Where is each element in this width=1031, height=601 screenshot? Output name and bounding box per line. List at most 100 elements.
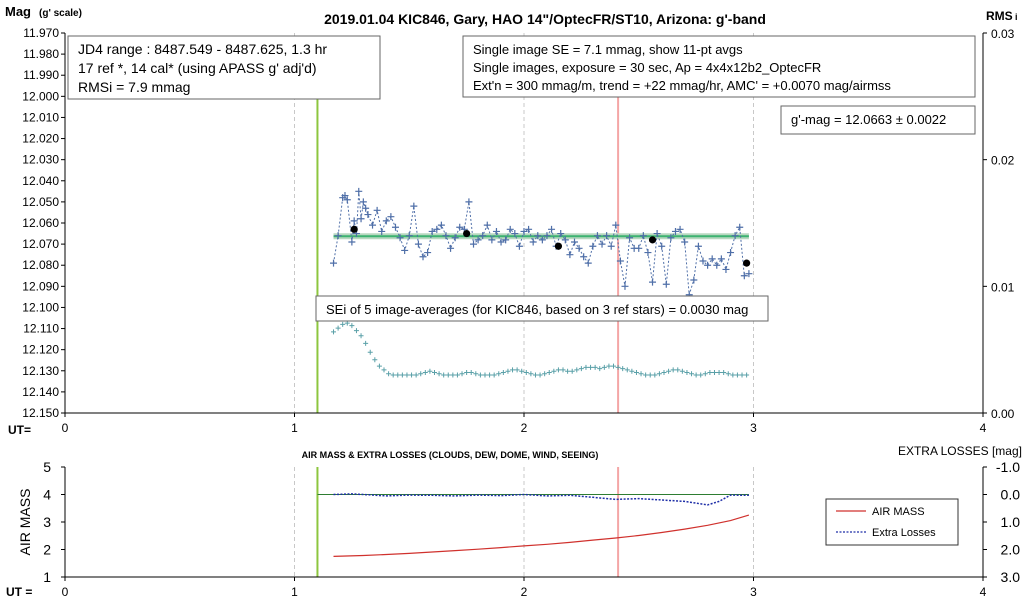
average-point <box>743 259 751 267</box>
rmsi-point <box>505 368 511 374</box>
rmsi-point <box>409 372 415 378</box>
bottom-y2-tick-label: 0.0 <box>1001 487 1021 503</box>
single-image-point <box>644 249 652 257</box>
rmsi-point <box>652 372 658 378</box>
rmsi-point <box>679 368 685 374</box>
single-image-point <box>447 244 455 252</box>
single-image-point <box>529 238 537 246</box>
single-image-point <box>520 227 528 235</box>
top-y-tick-label: 12.150 <box>22 406 59 420</box>
single-image-point <box>350 217 358 225</box>
single-image-point <box>492 227 500 235</box>
single-image-point <box>343 196 351 204</box>
top-y-tick-label: 12.020 <box>22 132 59 146</box>
rmsi-point <box>643 372 649 378</box>
single-image-series-line <box>333 191 750 295</box>
info-box-right-line: Single images, exposure = 30 sec, Ap = 4… <box>473 60 821 75</box>
single-image-point <box>534 232 542 240</box>
rmsi-point <box>395 372 401 378</box>
single-image-point <box>653 230 661 238</box>
single-image-point <box>635 244 643 252</box>
single-image-point <box>511 230 519 238</box>
top-y-tick-label: 12.140 <box>22 385 59 399</box>
rmsi-point <box>441 372 447 378</box>
single-image-point <box>497 238 505 246</box>
rmsi-point <box>633 369 639 375</box>
bottom-x-tick-label: 4 <box>980 585 987 599</box>
rmsi-point <box>698 372 704 378</box>
sei-box: SEi of 5 image-averages (for KIC846, bas… <box>315 295 769 322</box>
top-y-tick-label: 12.080 <box>22 258 59 272</box>
rmsi-point <box>583 364 589 370</box>
single-image-point <box>382 217 390 225</box>
rmsi-point <box>381 367 387 373</box>
bottom-x-tick-label: 3 <box>750 585 757 599</box>
rmsi-point <box>404 372 410 378</box>
rmsi-point <box>624 367 630 373</box>
rmsi-point <box>730 372 736 378</box>
rmsi-point <box>684 369 690 375</box>
rmsi-point <box>372 357 378 363</box>
single-image-point <box>699 257 707 265</box>
rmsi-point <box>560 367 566 373</box>
rmsi-point <box>597 366 603 372</box>
annotation-layer: JD4 range : 8487.549 - 8487.625, 1.3 hr 1… <box>67 35 976 546</box>
rmsi-point <box>606 363 612 369</box>
average-point <box>554 242 563 250</box>
single-image-point <box>713 261 721 269</box>
single-image-point <box>433 225 441 233</box>
rmsi-point <box>482 372 488 378</box>
rmsi-point <box>638 371 644 377</box>
bottom-y2-tick-label: 1.0 <box>1001 514 1021 530</box>
bottom-y-axis-label: AIR MASS <box>17 489 33 556</box>
single-image-point <box>557 230 565 238</box>
top-y-axis-label: Mag <box>5 4 31 19</box>
single-image-point <box>442 232 450 240</box>
bottom-y-tick-label: 4 <box>43 487 51 503</box>
rmsi-point <box>367 349 373 355</box>
axes-layer: 11.97011.98011.99012.00012.01012.02012.0… <box>5 4 1022 599</box>
top-y2-tick-label: 0.01 <box>991 280 1015 294</box>
single-image-point <box>391 223 399 231</box>
average-point <box>648 236 657 244</box>
rmsi-point <box>739 372 745 378</box>
bottom-y-tick-label: 2 <box>43 542 51 558</box>
rmsi-point <box>702 371 708 377</box>
rmsi-point <box>615 364 621 370</box>
top-y-axis-sublabel: (g' scale) <box>39 8 82 19</box>
single-image-point <box>612 221 620 229</box>
rmsi-point <box>519 368 525 374</box>
bottom-chart-title: AIR MASS & EXTRA LOSSES (CLOUDS, DEW, DO… <box>302 450 599 460</box>
single-image-point <box>736 223 744 231</box>
single-image-point <box>548 225 556 233</box>
rmsi-point <box>661 369 667 375</box>
rmsi-point <box>542 371 548 377</box>
extra-losses-line <box>333 493 749 506</box>
single-image-point <box>479 232 487 240</box>
info-box-right: Single image SE = 7.1 mmag, show 11-pt a… <box>462 35 976 98</box>
single-image-point <box>525 225 533 233</box>
bottom-y-tick-label: 3 <box>43 514 51 530</box>
single-image-point <box>502 236 510 244</box>
single-image-point <box>639 232 647 240</box>
air-mass-line <box>333 514 750 557</box>
top-y-tick-label: 12.130 <box>22 364 59 378</box>
top-y2-tick-label: 0.03 <box>991 27 1015 41</box>
single-image-point <box>424 249 432 257</box>
single-image-point <box>603 232 611 240</box>
single-image-point <box>410 202 418 210</box>
top-chart-title: 2019.01.04 KIC846, Gary, HAO 14"/OptecFR… <box>324 11 766 27</box>
result-box-line: g'-mag = 12.0663 ± 0.0022 <box>791 112 946 127</box>
rmsi-point <box>349 323 355 329</box>
single-image-point <box>662 280 670 288</box>
sei-box-line: SEi of 5 image-averages (for KIC846, bas… <box>326 302 748 317</box>
info-box-left-line: JD4 range : 8487.549 - 8487.625, 1.3 hr <box>78 41 327 57</box>
single-image-point <box>649 278 657 286</box>
rmsi-point <box>468 369 474 375</box>
info-box-left: JD4 range : 8487.549 - 8487.625, 1.3 hr 1… <box>67 35 381 100</box>
rmsi-point <box>413 372 419 378</box>
rmsi-point <box>459 371 465 377</box>
rmsi-point <box>629 368 635 374</box>
single-image-point <box>667 234 675 242</box>
single-image-point <box>561 236 569 244</box>
